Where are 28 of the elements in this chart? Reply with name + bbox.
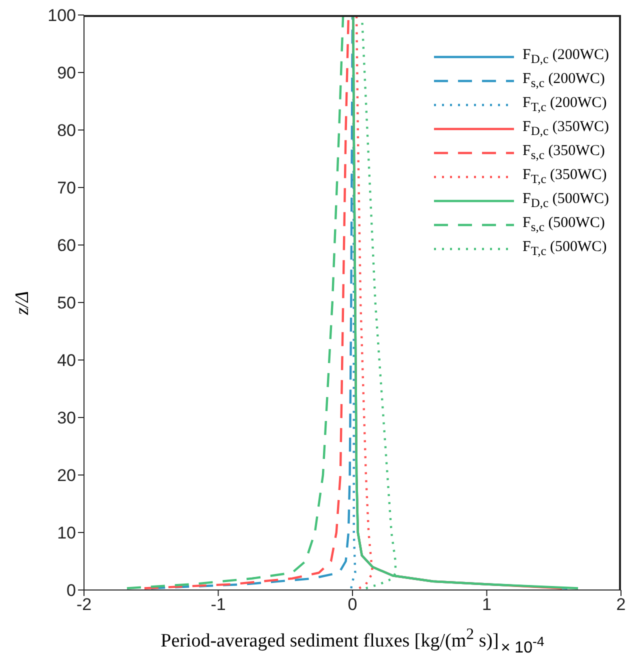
text: F$_{D,c}$ (200WC) xyxy=(522,47,609,67)
text: F$_{s,c}$ (350WC) xyxy=(522,143,605,163)
x-tick-label: -2 xyxy=(76,595,92,614)
y-tick-label: 70 xyxy=(57,178,76,198)
y-tick-label: 60 xyxy=(57,236,76,256)
text: × 10$^{-4}$ xyxy=(500,634,544,658)
text: F$_{T,c}$ (500WC) xyxy=(522,239,607,259)
y-tick-label: 50 xyxy=(57,294,76,313)
y-tick-label: 90 xyxy=(57,64,76,83)
x-axis-title: Period-averaged sediment fluxes [kg/(m$^{2}$ s)] xyxy=(160,626,499,652)
y-tick-label: 10 xyxy=(57,524,76,543)
text: F$_{T,c}$ (350WC) xyxy=(522,167,607,187)
y-axis-title: z/Δ xyxy=(12,290,34,314)
x-tick-label: 2 xyxy=(616,595,626,614)
y-tick-label: 100 xyxy=(48,6,76,26)
text: F$_{s,c}$ (500WC) xyxy=(522,215,605,235)
x-tick-label: -1 xyxy=(210,595,226,614)
y-tick-label: 20 xyxy=(57,466,76,486)
y-tick-label: 30 xyxy=(57,408,76,428)
y-tick-label: 40 xyxy=(57,351,76,370)
text: F$_{T,c}$ (200WC) xyxy=(522,95,607,115)
x-tick-label: 1 xyxy=(482,595,492,614)
text: F$_{D,c}$ (350WC) xyxy=(522,119,609,139)
y-tick-label: 80 xyxy=(57,121,76,140)
y-tick-label: 0 xyxy=(66,581,76,600)
text: F$_{s,c}$ (200WC) xyxy=(522,71,605,91)
text: F$_{D,c}$ (500WC) xyxy=(522,191,609,211)
x-tick-label: 0 xyxy=(348,595,358,614)
